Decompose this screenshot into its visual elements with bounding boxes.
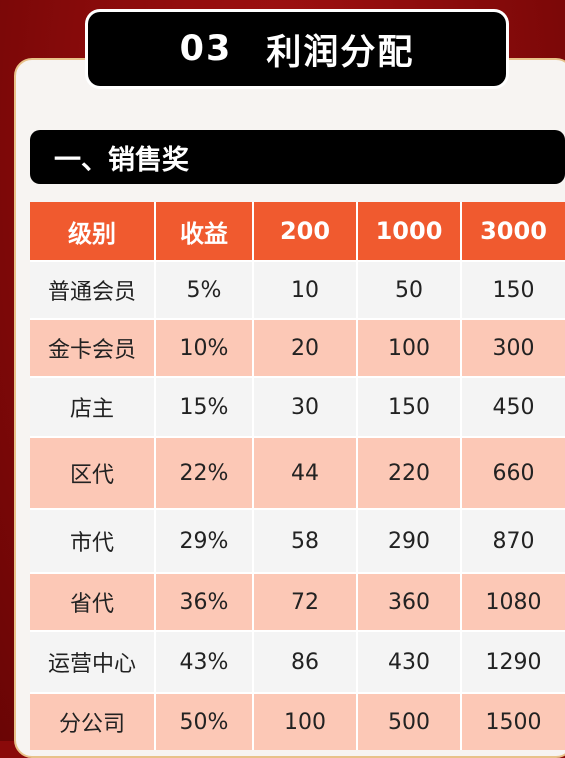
table-cell: 10 <box>254 260 358 318</box>
table-row: 运营中心 43% 86 430 1290 <box>30 630 565 692</box>
table-cell: 450 <box>462 376 565 436</box>
profit-table: 级别 收益 200 1000 3000 普通会员 5% 10 50 150 金卡… <box>30 202 565 750</box>
table-cell: 10% <box>156 318 254 376</box>
table-cell: 20 <box>254 318 358 376</box>
table-cell: 1500 <box>462 692 565 750</box>
table-row: 市代 29% 58 290 870 <box>30 508 565 572</box>
title-number: 03 <box>179 29 233 69</box>
table-cell: 店主 <box>30 376 156 436</box>
column-header: 1000 <box>358 202 462 260</box>
table-cell: 分公司 <box>30 692 156 750</box>
table-cell: 运营中心 <box>30 630 156 692</box>
table-header-row: 级别 收益 200 1000 3000 <box>30 202 565 260</box>
table-cell: 72 <box>254 572 358 630</box>
table-cell: 市代 <box>30 508 156 572</box>
table-cell: 430 <box>358 630 462 692</box>
table-cell: 30 <box>254 376 358 436</box>
section-heading: 一、销售奖 <box>30 130 565 184</box>
table-cell: 金卡会员 <box>30 318 156 376</box>
table-cell: 870 <box>462 508 565 572</box>
column-header: 3000 <box>462 202 565 260</box>
table-cell: 15% <box>156 376 254 436</box>
table-cell: 500 <box>358 692 462 750</box>
table-cell: 660 <box>462 436 565 508</box>
table-cell: 省代 <box>30 572 156 630</box>
table-cell: 86 <box>254 630 358 692</box>
table-row: 店主 15% 30 150 450 <box>30 376 565 436</box>
table-cell: 1290 <box>462 630 565 692</box>
table-cell: 36% <box>156 572 254 630</box>
page-title: 03 利润分配 <box>88 12 506 86</box>
table-cell: 100 <box>254 692 358 750</box>
table-cell: 360 <box>358 572 462 630</box>
table-row: 金卡会员 10% 20 100 300 <box>30 318 565 376</box>
table-cell: 29% <box>156 508 254 572</box>
table-cell: 58 <box>254 508 358 572</box>
table-cell: 50% <box>156 692 254 750</box>
table-cell: 300 <box>462 318 565 376</box>
table-cell: 44 <box>254 436 358 508</box>
table-cell: 43% <box>156 630 254 692</box>
column-header: 级别 <box>30 202 156 260</box>
table-row: 区代 22% 44 220 660 <box>30 436 565 508</box>
table-cell: 150 <box>462 260 565 318</box>
table-cell: 50 <box>358 260 462 318</box>
table-cell: 150 <box>358 376 462 436</box>
table-cell: 220 <box>358 436 462 508</box>
column-header: 收益 <box>156 202 254 260</box>
table-row: 省代 36% 72 360 1080 <box>30 572 565 630</box>
section-title: 一、销售奖 <box>54 144 189 176</box>
table-cell: 100 <box>358 318 462 376</box>
table-cell: 5% <box>156 260 254 318</box>
title-text: 利润分配 <box>266 32 415 73</box>
table-cell: 1080 <box>462 572 565 630</box>
table-cell: 290 <box>358 508 462 572</box>
table-row: 分公司 50% 100 500 1500 <box>30 692 565 750</box>
column-header: 200 <box>254 202 358 260</box>
table-row: 普通会员 5% 10 50 150 <box>30 260 565 318</box>
table-cell: 普通会员 <box>30 260 156 318</box>
table-cell: 22% <box>156 436 254 508</box>
table-cell: 区代 <box>30 436 156 508</box>
